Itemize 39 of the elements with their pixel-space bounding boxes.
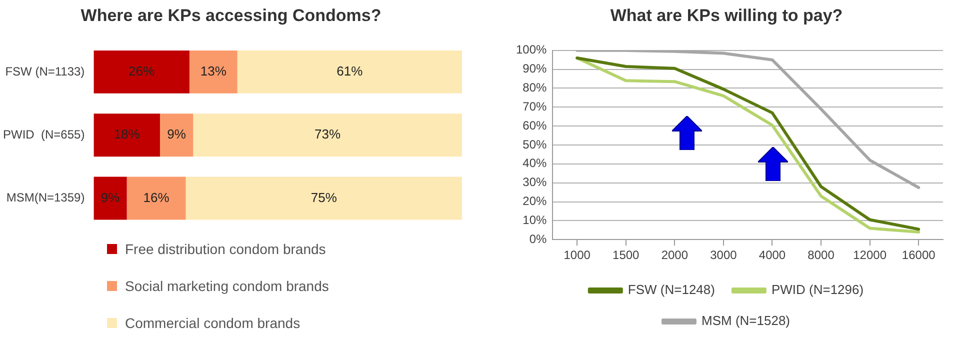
legend-label: FSW (N=1248)	[628, 282, 715, 298]
y-tick-label: PWID (N=655)	[3, 127, 85, 142]
legend-label: PWID (N=1296)	[771, 282, 864, 298]
x-tick-label: 1500	[612, 248, 640, 262]
y-tick-label: 80%	[522, 80, 548, 95]
y-tick-label: 0%	[529, 232, 548, 246]
x-tick-label: 3000	[710, 248, 738, 262]
data-label: 26%	[128, 64, 156, 79]
data-label: 61%	[336, 64, 364, 79]
x-tick-label: 16000	[902, 248, 936, 262]
data-label: 13%	[200, 64, 227, 79]
data-label: 18%	[114, 126, 140, 142]
data-label: 9%	[167, 126, 186, 142]
legend-label: MSM (N=1528)	[702, 313, 790, 328]
chart-title: Where are KPs accessing Condoms?	[80, 6, 382, 25]
data-label: 16%	[143, 190, 170, 205]
y-tick-label: 10%	[522, 212, 548, 227]
y-tick-label: 60%	[522, 118, 548, 132]
legend-label: Commercial condom brands	[125, 314, 300, 330]
legend-label: Free distribution condom brands	[125, 240, 326, 256]
y-tick-label: 100%	[516, 42, 548, 57]
legend-label: Social marketing condom brands	[125, 278, 329, 294]
chart-title: What are KPs willing to pay?	[610, 6, 843, 25]
y-tick-label: FSW (N=1133)	[5, 64, 85, 78]
y-tick-label: MSM(N=1359)	[6, 190, 85, 205]
x-tick-label: 2000	[661, 248, 688, 262]
y-tick-label: 50%	[522, 137, 548, 152]
data-label: 75%	[310, 190, 338, 205]
y-tick-label: 70%	[522, 99, 548, 114]
y-tick-label: 20%	[522, 194, 548, 208]
y-tick-label: 90%	[522, 62, 548, 76]
x-tick-label: 12000	[853, 248, 887, 262]
y-tick-label: 40%	[522, 156, 548, 170]
x-tick-label: 1000	[564, 248, 591, 262]
x-tick-label: 8000	[808, 248, 835, 262]
x-tick-label: 4000	[758, 248, 786, 262]
data-label: 9%	[100, 190, 120, 205]
data-label: 73%	[314, 126, 342, 142]
y-tick-label: 30%	[522, 175, 548, 190]
